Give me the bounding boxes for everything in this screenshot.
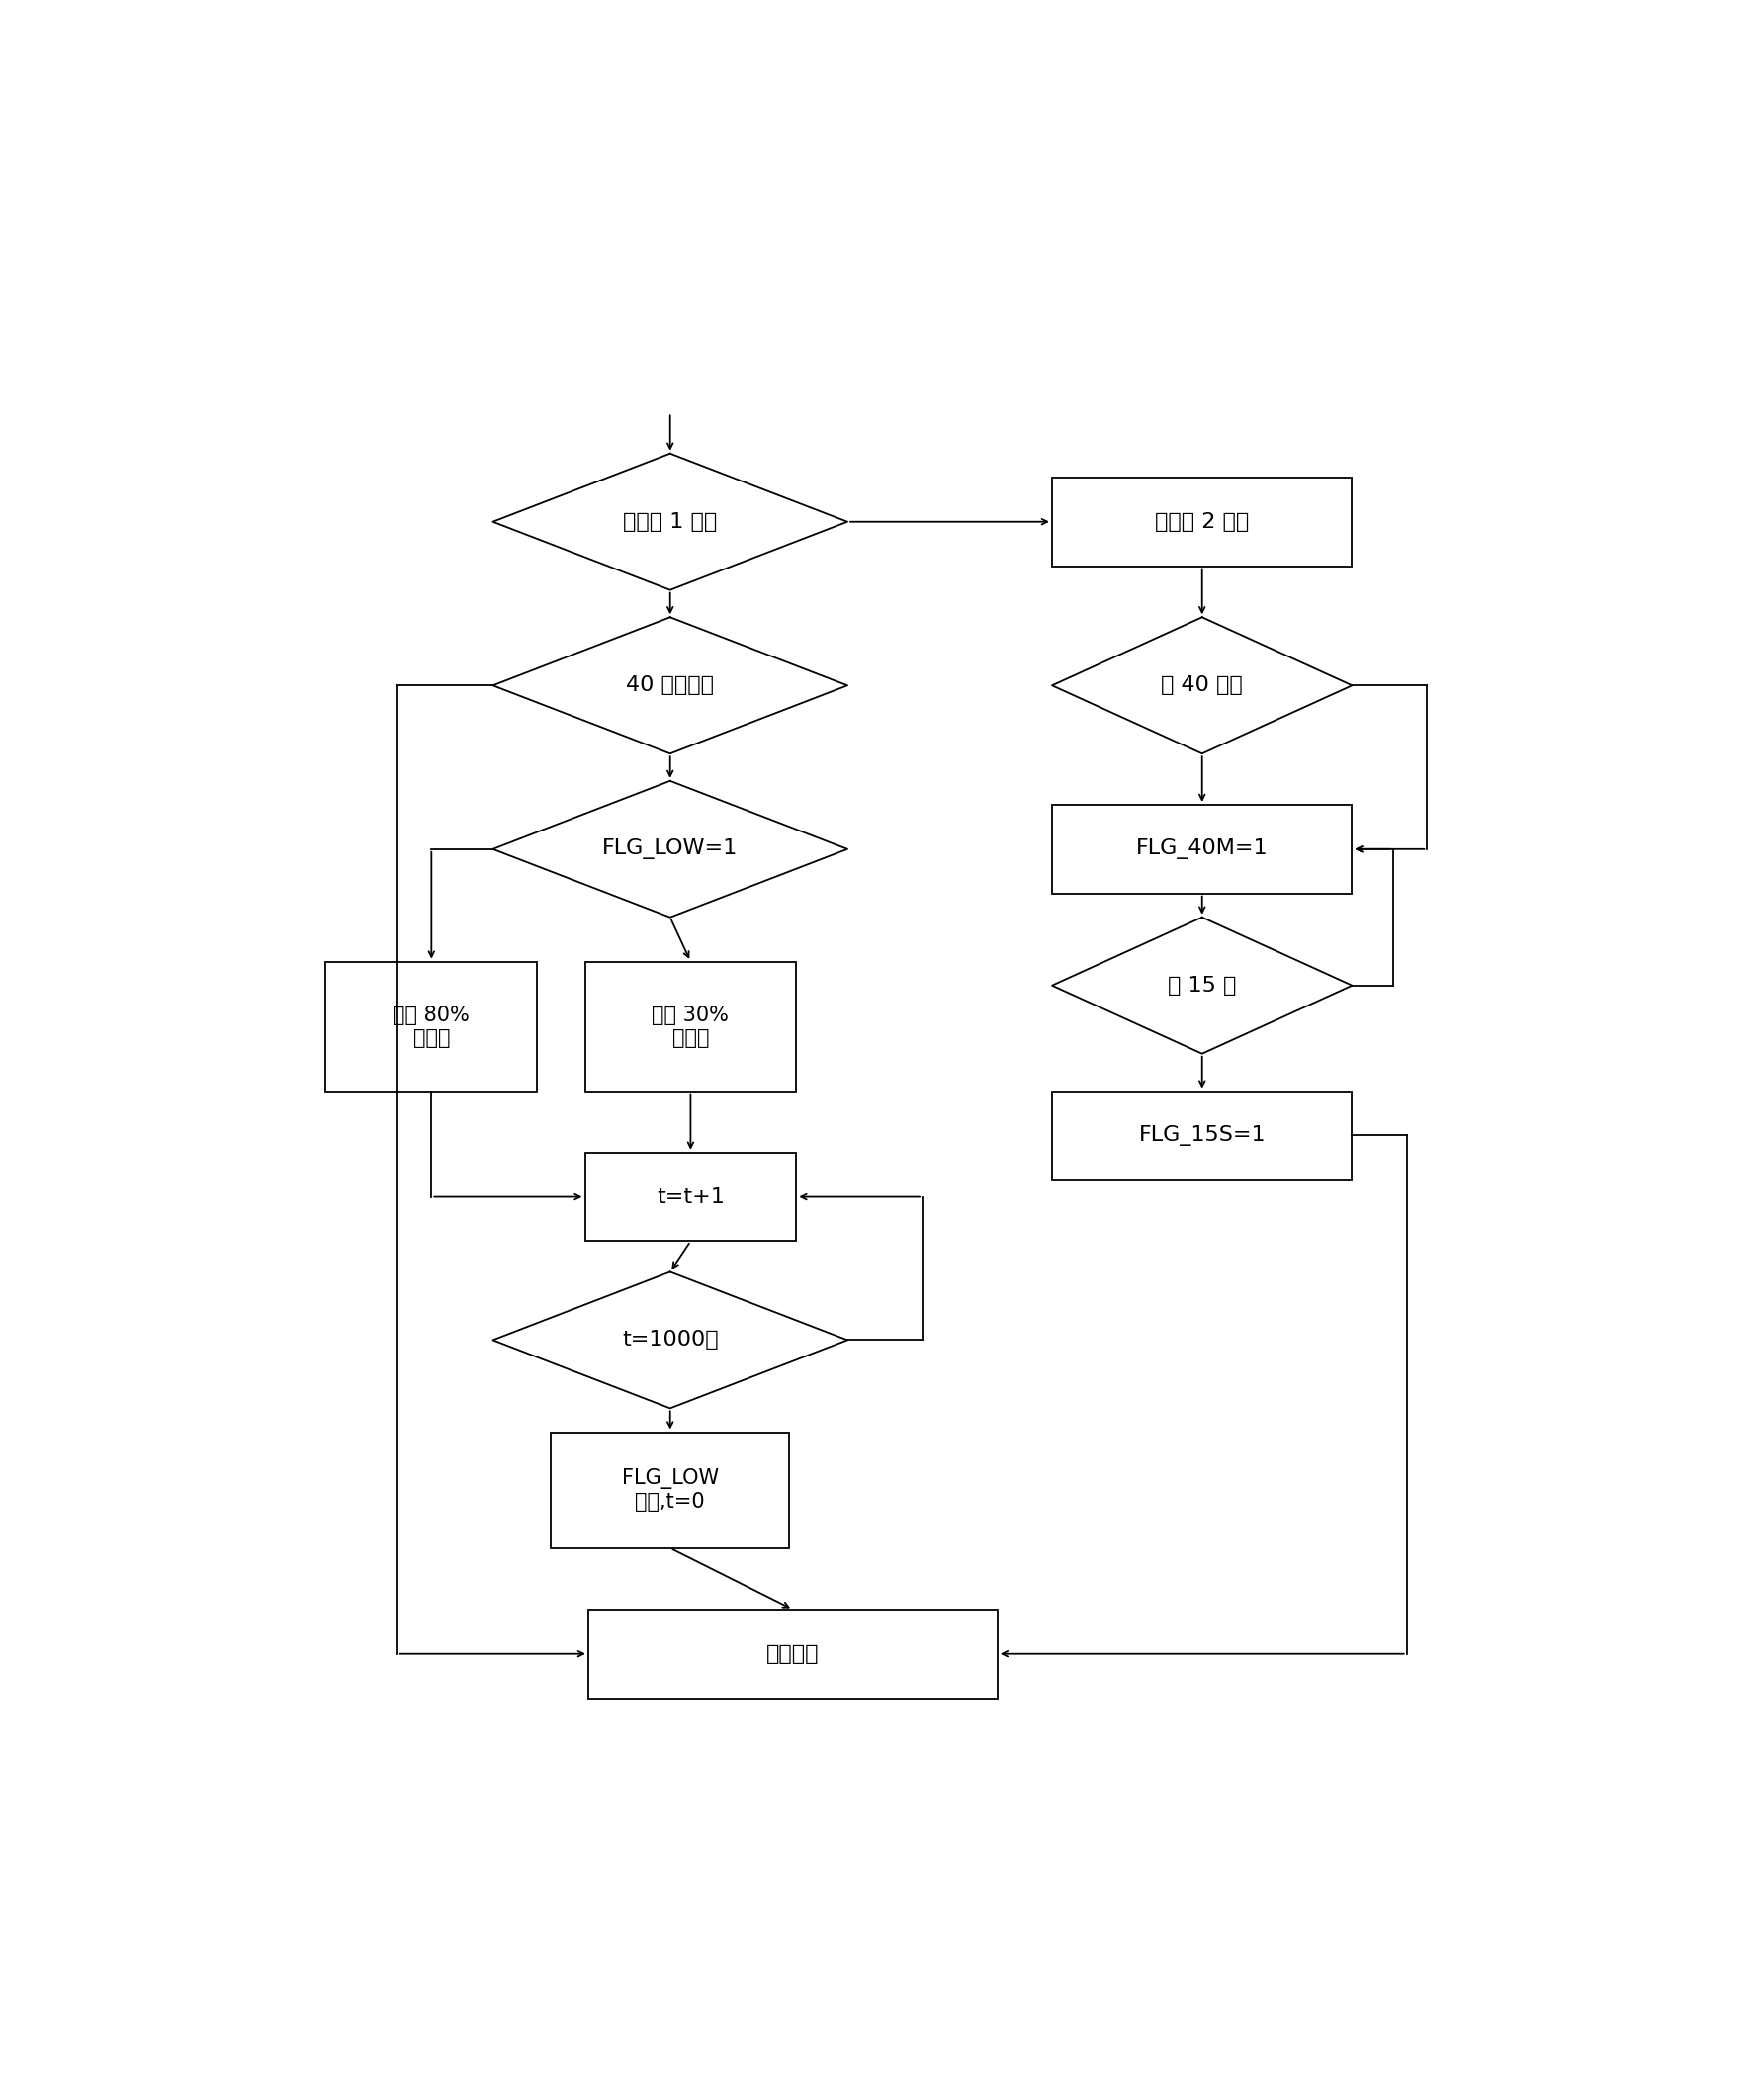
Text: 中断结束: 中断结束 [766, 1644, 820, 1663]
Text: 40 分钟内？: 40 分钟内？ [627, 676, 715, 695]
Bar [1052, 804, 1352, 892]
Text: 倒 15 秒: 倒 15 秒 [1169, 977, 1236, 995]
Bar [588, 1609, 998, 1699]
Text: FLG_15S=1: FLG_15S=1 [1139, 1126, 1265, 1147]
Bar [551, 1432, 790, 1548]
Text: FLG_LOW
取反,t=0: FLG_LOW 取反,t=0 [621, 1468, 718, 1512]
Text: FLG_LOW=1: FLG_LOW=1 [602, 838, 737, 859]
Text: 产生 30%
占空比: 产生 30% 占空比 [653, 1006, 729, 1048]
Bar [326, 962, 537, 1092]
Text: 倒 40 分钟: 倒 40 分钟 [1162, 676, 1243, 695]
Bar [584, 1153, 796, 1241]
Bar [584, 962, 796, 1092]
Text: 定时器 2 中断: 定时器 2 中断 [1155, 512, 1250, 531]
Text: t=t+1: t=t+1 [656, 1186, 725, 1208]
Text: 定时器 1 中断: 定时器 1 中断 [623, 512, 718, 531]
Bar [1052, 477, 1352, 567]
Bar [1052, 1092, 1352, 1180]
Text: t=1000？: t=1000？ [621, 1329, 718, 1350]
Text: 产生 80%
占空比: 产生 80% 占空比 [392, 1006, 470, 1048]
Text: FLG_40M=1: FLG_40M=1 [1135, 838, 1269, 859]
